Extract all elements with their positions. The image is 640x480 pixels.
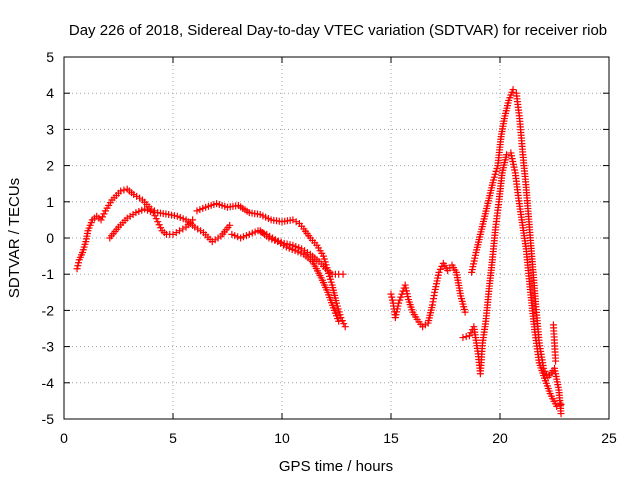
data-point	[540, 364, 548, 372]
data-point	[99, 213, 107, 221]
series-track-f	[387, 259, 469, 331]
x-tick-label: 15	[383, 430, 399, 446]
data-point	[388, 296, 396, 304]
data-point	[226, 221, 234, 229]
data-point	[557, 410, 565, 418]
series-track-h	[468, 86, 565, 418]
data-point	[387, 290, 395, 298]
y-tick-label: -3	[42, 339, 55, 355]
series-track-a	[73, 185, 234, 273]
data-point	[553, 402, 561, 410]
x-tick-label: 10	[274, 430, 290, 446]
data-point	[395, 299, 403, 307]
data-point	[172, 229, 180, 237]
x-tick-label: 25	[601, 430, 617, 446]
y-tick-label: 5	[46, 49, 54, 65]
data-point	[461, 308, 469, 316]
data-point	[543, 370, 551, 378]
data-point	[340, 320, 348, 328]
y-tick-label: -2	[42, 302, 55, 318]
series-track-g	[459, 149, 565, 410]
series-track-d	[228, 227, 347, 278]
data-point	[154, 218, 162, 226]
series-track-i	[549, 321, 560, 365]
data-point	[117, 187, 125, 195]
data-point	[169, 230, 177, 238]
series-track-e	[256, 227, 343, 325]
data-point	[75, 259, 83, 267]
y-tick-label: 1	[46, 194, 54, 210]
axis-ticks: 0 5 10 15 20 25 -5 -4 -3 -2 -1 0 1 2 3 4 5	[42, 49, 617, 446]
data-point	[552, 357, 560, 365]
data-point	[465, 332, 473, 340]
y-tick-label: -4	[42, 375, 55, 391]
data-point	[462, 333, 470, 341]
x-tick-label: 20	[492, 430, 508, 446]
data-point	[396, 296, 404, 304]
data-point	[503, 151, 511, 159]
data-point	[335, 317, 343, 325]
data-point	[341, 323, 349, 331]
y-tick-label: 0	[46, 230, 54, 246]
series-track-b	[106, 205, 197, 242]
data-point	[97, 216, 105, 224]
data-point	[152, 215, 160, 223]
x-tick-label: 0	[60, 430, 68, 446]
data-point	[388, 293, 396, 301]
y-tick-label: 3	[46, 121, 54, 137]
data-point	[338, 317, 346, 325]
data-point	[100, 210, 108, 218]
data-point	[73, 265, 81, 273]
x-tick-label: 5	[169, 430, 177, 446]
chart-title: Day 226 of 2018, Sidereal Day-to-day VTE…	[69, 22, 607, 39]
data-point	[74, 262, 82, 270]
data-point	[179, 225, 187, 233]
y-tick-label: 2	[46, 158, 54, 174]
x-axis-label: GPS time / hours	[279, 458, 393, 475]
data-point	[149, 209, 157, 217]
y-axis-label: SDTVAR / TECUs	[6, 178, 23, 298]
data-point	[467, 329, 475, 337]
data-point	[157, 224, 165, 232]
y-tick-label: -5	[42, 411, 55, 427]
data-point	[189, 216, 197, 224]
data-point	[459, 334, 467, 342]
data-point	[435, 268, 443, 276]
data-point	[151, 212, 159, 220]
data-point	[120, 186, 128, 194]
data-point	[541, 367, 549, 375]
data-point	[337, 314, 345, 322]
data-point	[155, 221, 163, 229]
data-point	[397, 293, 405, 301]
y-tick-label: -1	[42, 266, 55, 282]
data-point	[292, 218, 300, 226]
data-point	[176, 227, 184, 235]
data-point	[509, 86, 517, 94]
y-tick-label: 4	[46, 85, 54, 101]
data-point	[436, 265, 444, 273]
data-points	[73, 86, 565, 418]
data-point	[339, 270, 347, 278]
